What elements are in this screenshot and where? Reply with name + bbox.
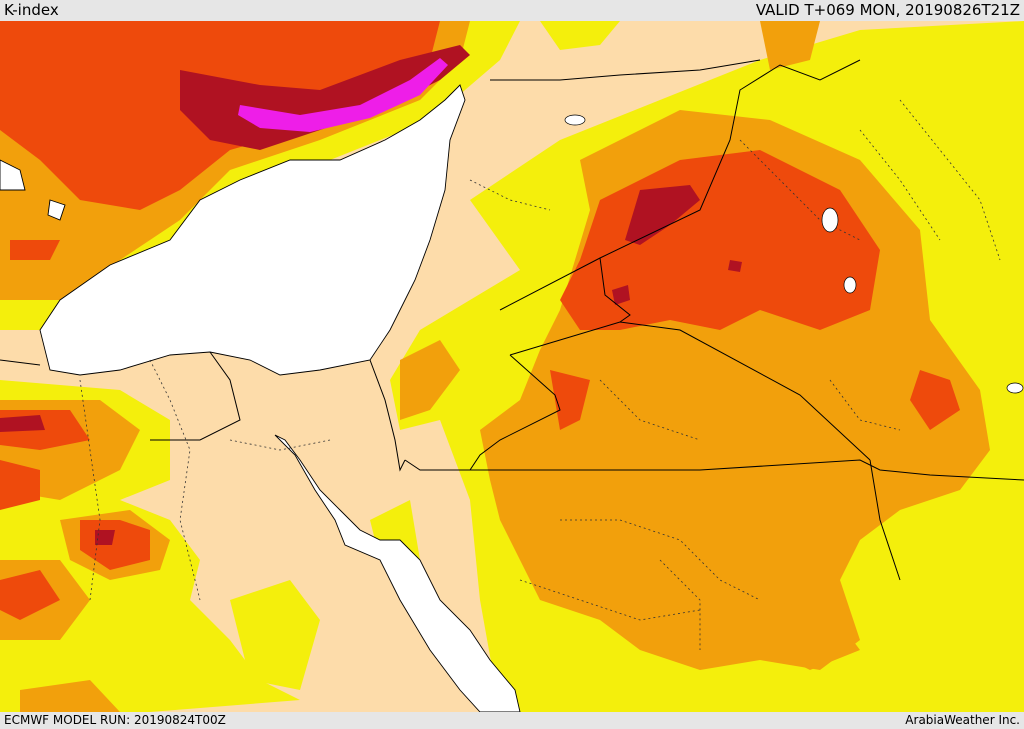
valid-time-label: VALID T+069 MON, 20190826T21Z <box>755 1 1020 19</box>
footer-bar: ECMWF MODEL RUN: 20190824T00Z ArabiaWeat… <box>0 712 1024 729</box>
kindex-level-5 <box>238 58 448 132</box>
parameter-title: K-index <box>4 1 59 19</box>
provider-label: ArabiaWeather Inc. <box>905 713 1020 727</box>
weather-map[interactable] <box>0 21 1024 712</box>
kindex-level-4 <box>0 45 742 545</box>
province-boundaries <box>79 99 1001 650</box>
map-canvas <box>0 21 1024 712</box>
country-borders <box>0 59 1024 581</box>
model-run-label: ECMWF MODEL RUN: 20190824T00Z <box>4 713 226 727</box>
lakes <box>564 114 1024 394</box>
title-bar: K-index VALID T+069 MON, 20190826T21Z <box>0 0 1024 21</box>
sea-areas <box>0 84 521 712</box>
